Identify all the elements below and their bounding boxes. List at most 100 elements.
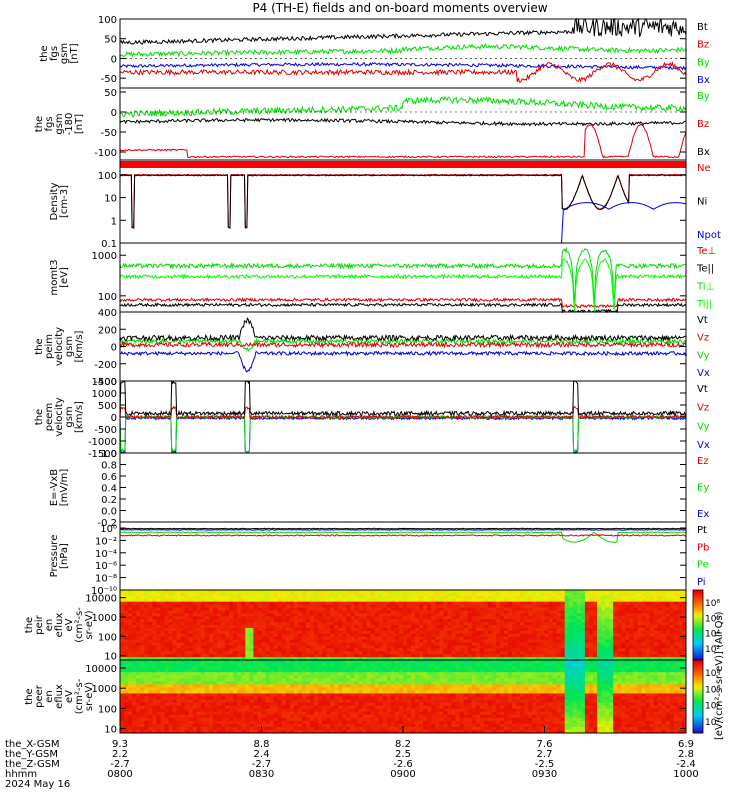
ytick-label: 50 [104, 35, 117, 46]
ytick-label: 0.8 [101, 461, 117, 472]
legend-entry: Bz [697, 119, 709, 130]
panel-fgs-gsm-theta [119, 95, 687, 159]
legend-entry: Ti|| [696, 299, 712, 310]
ytick-label: 100 [98, 632, 117, 643]
ytick-label: 0.2 [101, 495, 117, 506]
series-temperature [119, 246, 687, 304]
series-Vy [119, 414, 687, 454]
ytick-label: 0 [111, 108, 117, 119]
x-row-label: the_Z-GSM [5, 759, 60, 770]
legend-entry: By [697, 57, 710, 68]
ylabel-line: [km/s] [74, 330, 85, 362]
ytick-label: 0 [111, 343, 117, 354]
ylabel-line: peir [34, 614, 45, 634]
peer-en-eflux-ylabel: the peer en eflux eV (cm²-s-sr-eV) [24, 678, 95, 714]
ylabel-line: the [34, 409, 45, 425]
ytick-label: 10⁻² [95, 536, 117, 547]
x-row-label: 2024 May 16 [5, 779, 70, 790]
series-Bz [119, 61, 687, 84]
colorbar-tick: 10⁸ [705, 669, 720, 679]
panel-temperature [119, 246, 687, 314]
series-Vx [119, 350, 687, 373]
ytick-label: 10000 [85, 664, 117, 675]
pressure-ylabel: Pressure [nPa] [49, 535, 70, 578]
xtick-label: 8.2 [395, 739, 411, 750]
ytick-label: 10000 [85, 594, 117, 605]
peir-en-eflux-ylabel: the peir en eflux eV (cm²-s-sr-eV) [24, 607, 95, 643]
ylabel-line: the [24, 617, 35, 633]
ytick-label: 1500 [92, 377, 117, 388]
panel-peer-en-eflux [120, 660, 687, 734]
fgs-gsm-theta-yticks: -100 -50 0 50 [94, 88, 686, 159]
ytick-label: 10 [104, 652, 117, 663]
ytick-label: 1.0 [101, 449, 117, 460]
xtick-label: 0900 [390, 769, 415, 780]
ytick-label: 10 [104, 194, 117, 205]
legend-entry: Vx [697, 440, 710, 451]
legend-entry: Ey [697, 483, 709, 494]
ylabel-line: eV [64, 690, 75, 703]
legend-entry: Npot [697, 230, 721, 241]
xtick-label: 2.5 [395, 749, 411, 760]
ytick-label: -500 [94, 425, 117, 436]
ylabel-line: the [34, 338, 45, 354]
ylabel-line: Density [49, 182, 60, 220]
fgs-gsm-theta-legend: By Bz Bx [697, 91, 710, 158]
series-Ne [119, 173, 687, 229]
series-Vz [119, 405, 687, 420]
temperature-legend: Te⊥ Te|| Ti⊥ Ti|| [696, 246, 716, 310]
e-field-frame [119, 452, 687, 523]
xtick-label: -2.6 [393, 759, 413, 770]
peer-en-eflux-colorbar: 10⁸ 10⁶ 10⁴ 10² [692, 659, 720, 734]
xtick-label: -2.7 [252, 759, 272, 770]
series-Vt [119, 379, 687, 418]
ylabel-line: en [44, 690, 55, 703]
legend-entry: By [697, 91, 710, 102]
ytick-label: 100 [98, 292, 117, 303]
ytick-label: -0.2 [97, 518, 117, 529]
series-Vy [119, 337, 687, 352]
peer-en-eflux-yticks: 10000 1000 100 10 [85, 664, 686, 736]
x-row-label: hhmm [5, 769, 37, 780]
xtick-label: 6.9 [678, 739, 694, 750]
series-Pe [119, 531, 687, 543]
ylabel-line: [km/s] [74, 401, 85, 433]
ytick-label: -1500 [88, 449, 117, 460]
ylabel-line: sr-eV) [84, 610, 95, 639]
series-Ni [119, 174, 687, 230]
ytick-label: 1000 [92, 389, 117, 400]
ylabel-line: -180 [64, 113, 75, 136]
panel-density [119, 173, 687, 244]
ytick-label: 100 [98, 704, 117, 715]
ylabel-line: [mV/m] [59, 469, 70, 507]
ytick-label: 0.0 [101, 507, 117, 518]
ytick-label: -400 [94, 377, 117, 388]
ytick-label: 100 [98, 15, 117, 26]
ylabel-line: sr-eV) [84, 682, 95, 711]
legend-entry: Ne [697, 163, 711, 174]
legend-entry: Te⊥ [696, 246, 716, 257]
panel-peem-velocity [119, 379, 687, 454]
series-Vt [119, 317, 687, 343]
ytick-label: 0.6 [101, 472, 117, 483]
series-Vx [119, 415, 687, 454]
ytick-label: 1000 [92, 251, 117, 262]
density-frame [119, 159, 687, 244]
series-Pb [119, 534, 687, 537]
xtick-label: 2.4 [254, 749, 270, 760]
ytick-label: 0 [111, 413, 117, 424]
legend-entry: Pt [697, 525, 707, 536]
peim-velocity-ylabel: the peim velocity gsm [km/s] [34, 327, 85, 366]
ylabel-line: E=-VxB [49, 469, 60, 506]
peim-velocity-frame [119, 311, 687, 382]
x-row-label: the_X-GSM [5, 739, 59, 750]
pressure-legend: Pt Pb Pe Pi [697, 525, 709, 588]
xtick-label: 2.2 [112, 749, 128, 760]
temperature-yticks: 1000 100 [92, 251, 686, 303]
colorbar-tick: 10⁶ [705, 685, 720, 695]
series-By [119, 95, 687, 118]
xtick-label: 0830 [249, 769, 274, 780]
ylabel-line: momt3 [49, 260, 60, 296]
ytick-label: -50 [101, 74, 117, 85]
series-Bx [119, 61, 687, 71]
